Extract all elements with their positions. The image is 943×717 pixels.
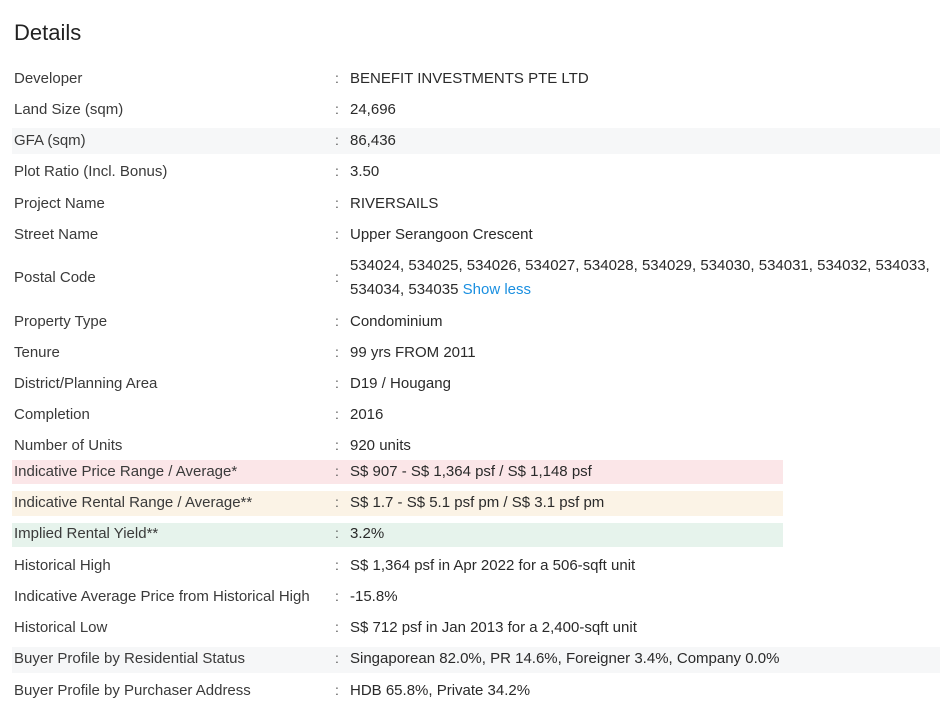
detail-value: 86,436 [350, 132, 396, 149]
detail-label: Number of Units [14, 437, 123, 454]
detail-separator: : [335, 132, 339, 148]
show-less-link[interactable]: Show less [462, 281, 531, 298]
detail-label: Buyer Profile by Purchaser Address [14, 682, 251, 699]
detail-label: Indicative Rental Range / Average** [14, 494, 253, 511]
detail-separator: : [335, 619, 339, 635]
detail-label: Historical High [14, 557, 111, 574]
detail-separator: : [335, 682, 339, 698]
detail-value: 3.2% [350, 525, 385, 542]
detail-label: Completion [14, 406, 90, 423]
detail-label: Tenure [14, 344, 60, 361]
detail-separator: : [335, 650, 339, 666]
detail-separator: : [335, 226, 339, 242]
detail-separator: : [335, 588, 339, 604]
rental-range-highlight [12, 491, 783, 516]
detail-separator: : [335, 525, 339, 541]
detail-value: RIVERSAILS [350, 195, 439, 212]
detail-label: Property Type [14, 313, 108, 330]
detail-label: Developer [14, 70, 83, 87]
rental-yield-highlight [12, 523, 783, 547]
price-range-highlight [12, 460, 783, 484]
detail-value: 534024, 534025, 534026, 534027, 534028, … [350, 254, 940, 302]
detail-separator: : [335, 195, 339, 211]
detail-separator: : [335, 406, 339, 422]
detail-separator: : [335, 494, 339, 510]
detail-label: Postal Code [14, 269, 96, 286]
detail-value: Singaporean 82.0%, PR 14.6%, Foreigner 3… [350, 650, 780, 667]
detail-label: GFA (sqm) [14, 132, 86, 149]
detail-label: Indicative Price Range / Average* [14, 463, 238, 480]
detail-separator: : [335, 70, 339, 86]
stripe-gfa [12, 128, 940, 154]
detail-label: Land Size (sqm) [14, 101, 124, 118]
detail-label: Street Name [14, 226, 99, 243]
detail-separator: : [335, 101, 339, 117]
detail-value: S$ 712 psf in Jan 2013 for a 2,400-sqft … [350, 619, 637, 636]
stripe-buyer-residential [12, 647, 940, 673]
detail-separator: : [335, 269, 339, 285]
detail-label: Buyer Profile by Residential Status [14, 650, 245, 667]
detail-separator: : [335, 313, 339, 329]
detail-separator: : [335, 163, 339, 179]
detail-value: S$ 907 - S$ 1,364 psf / S$ 1,148 psf [350, 463, 592, 480]
detail-label: Indicative Average Price from Historical… [14, 588, 310, 605]
detail-value: Upper Serangoon Crescent [350, 226, 533, 243]
detail-value: Condominium [350, 313, 443, 330]
detail-value: 24,696 [350, 101, 396, 118]
page-title: Details [14, 20, 82, 45]
detail-label: Implied Rental Yield** [14, 525, 159, 542]
detail-value: 99 yrs FROM 2011 [350, 344, 476, 361]
detail-separator: : [335, 344, 339, 360]
detail-separator: : [335, 463, 339, 479]
detail-separator: : [335, 437, 339, 453]
postal-code-list: 534024, 534025, 534026, 534027, 534028, … [350, 257, 930, 298]
detail-value: BENEFIT INVESTMENTS PTE LTD [350, 70, 589, 87]
detail-value: HDB 65.8%, Private 34.2% [350, 682, 531, 699]
stripe-postal-code [12, 254, 940, 304]
detail-label: Project Name [14, 195, 105, 212]
detail-separator: : [335, 375, 339, 391]
detail-separator: : [335, 557, 339, 573]
detail-label: Plot Ratio (Incl. Bonus) [14, 163, 168, 180]
detail-value: -15.8% [350, 588, 398, 605]
detail-value: 920 units [350, 437, 411, 454]
stripe-historical-low [12, 616, 940, 642]
detail-value: S$ 1.7 - S$ 5.1 psf pm / S$ 3.1 psf pm [350, 494, 605, 511]
detail-value: 2016 [350, 406, 384, 423]
detail-value: S$ 1,364 psf in Apr 2022 for a 506-sqft … [350, 557, 636, 574]
detail-value: D19 / Hougang [350, 375, 451, 392]
detail-label: Historical Low [14, 619, 108, 636]
detail-label: District/Planning Area [14, 375, 158, 392]
detail-value: 3.50 [350, 163, 380, 180]
